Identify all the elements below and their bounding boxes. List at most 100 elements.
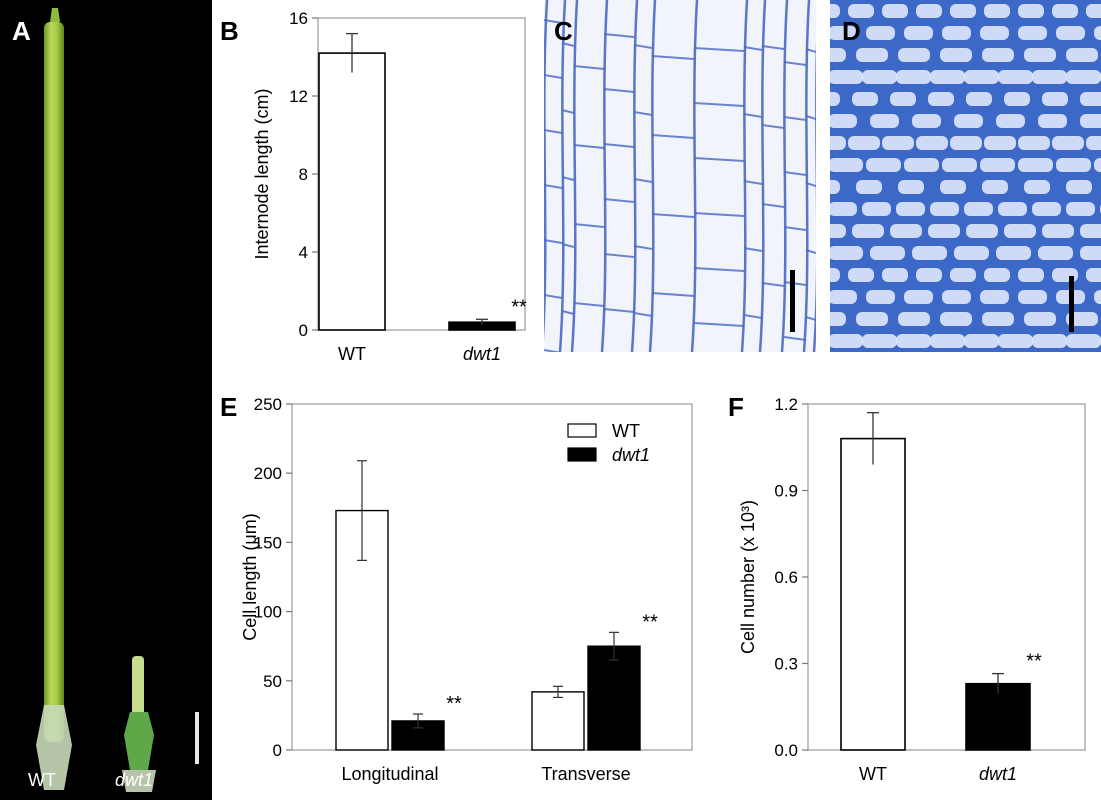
cross-wall [761,282,785,287]
cell-lumen [998,202,1027,216]
cell-lumen [830,180,840,194]
cross-wall [573,65,605,70]
cell-lumen [830,136,846,150]
cell-lumen [856,312,888,326]
cell-lumen [1080,92,1101,106]
cross-wall [805,182,816,187]
y-tick-label-0: 0 [299,321,308,340]
cell-lumen [982,48,1014,62]
cell-wall-2 [570,0,579,352]
panel-a-photo: A WT dwt1 [0,0,212,800]
mutant-stem-node [124,712,154,770]
cell-lumen [1024,312,1056,326]
significance-dwt1: ** [1026,651,1042,673]
significance-Transverse-dwt1: ** [642,611,658,633]
cell-lumen [1080,224,1101,238]
cell-lumen [896,70,931,84]
cross-wall [693,157,745,162]
cell-lumen [1018,26,1047,40]
cell-lumen [1086,136,1101,150]
cell-lumen [1066,180,1092,194]
cell-lumen [830,312,846,326]
cell-wall-8 [758,0,767,352]
cell-lumen [1032,70,1067,84]
cell-lumen [830,268,840,282]
significance-Longitudinal-dwt1: ** [446,693,462,715]
y-tick-label-4: 200 [254,464,282,483]
cell-lumen [904,158,939,172]
cell-lumen [984,268,1010,282]
cross-wall [573,144,605,149]
cross-wall [633,312,653,317]
wt-stem-node [36,705,72,790]
cell-lumen [1066,70,1101,84]
cell-lumen [1018,4,1044,18]
cell-lumen [1052,268,1078,282]
cross-wall [693,47,745,52]
bar-WT [318,52,386,331]
cell-lumen [830,224,846,238]
cross-wall [805,48,816,53]
cell-lumen [1086,268,1101,282]
cross-wall [651,134,695,139]
cell-lumen [830,202,857,216]
cell-lumen [966,92,992,106]
y-axis-label: Cell length (μm) [240,513,260,640]
cell-lumen [1086,4,1101,18]
x-tick-label-WT: WT [859,764,887,784]
cell-lumen [904,26,933,40]
cell-lumen [830,158,863,172]
cell-lumen [1066,202,1095,216]
cross-wall [603,308,635,313]
cell-lumen [870,114,899,128]
cross-wall [743,314,763,319]
cross-wall [743,180,763,185]
wt-stem [44,22,64,742]
cell-lumen [912,114,941,128]
cross-wall [743,113,763,118]
cell-lumen [830,4,840,18]
y-tick-label-4: 16 [289,9,308,28]
cell-wall-9 [780,0,789,352]
cross-wall [544,74,563,79]
cross-wall [693,212,745,217]
cell-wall-6 [690,0,699,352]
cell-lumen [982,312,1014,326]
cross-wall [693,267,745,272]
y-tick-label-2: 0.6 [774,568,798,587]
panel-letter-a: A [12,16,31,46]
cross-wall [693,102,745,107]
x-tick-label-WT: WT [338,344,366,364]
cross-wall [603,253,635,258]
cell-lumen [964,70,999,84]
cell-lumen [954,114,983,128]
cell-lumen [830,114,857,128]
cell-lumen [996,246,1031,260]
cell-wall-7 [740,0,749,352]
cross-wall [805,316,816,321]
cell-lumen [916,4,942,18]
cell-lumen [950,268,976,282]
cross-wall [561,310,575,315]
cell-lumen [890,224,922,238]
cell-lumen [848,268,874,282]
y-tick-label-0: 0.0 [774,741,798,760]
cell-lumen [1038,114,1067,128]
wt-stem-tip [50,8,60,22]
cell-lumen [898,312,930,326]
cross-wall [561,243,575,248]
cross-wall [761,203,785,208]
cell-lumen [1024,48,1056,62]
cell-lumen [1032,202,1061,216]
cross-wall [693,322,745,327]
chart-f: 0.0 0.3 0.6 0.9 1.2 Cell number (x 10³) WT dwt1… [738,395,1086,784]
cross-wall [573,223,605,228]
cell-lumen [870,246,905,260]
cross-wall [573,302,605,307]
cell-lumen [1018,268,1044,282]
panel-letter-d: D [842,16,861,46]
cross-wall [651,55,695,60]
cell-lumen [1094,26,1101,40]
cross-wall [633,44,653,49]
cross-wall [633,245,653,250]
